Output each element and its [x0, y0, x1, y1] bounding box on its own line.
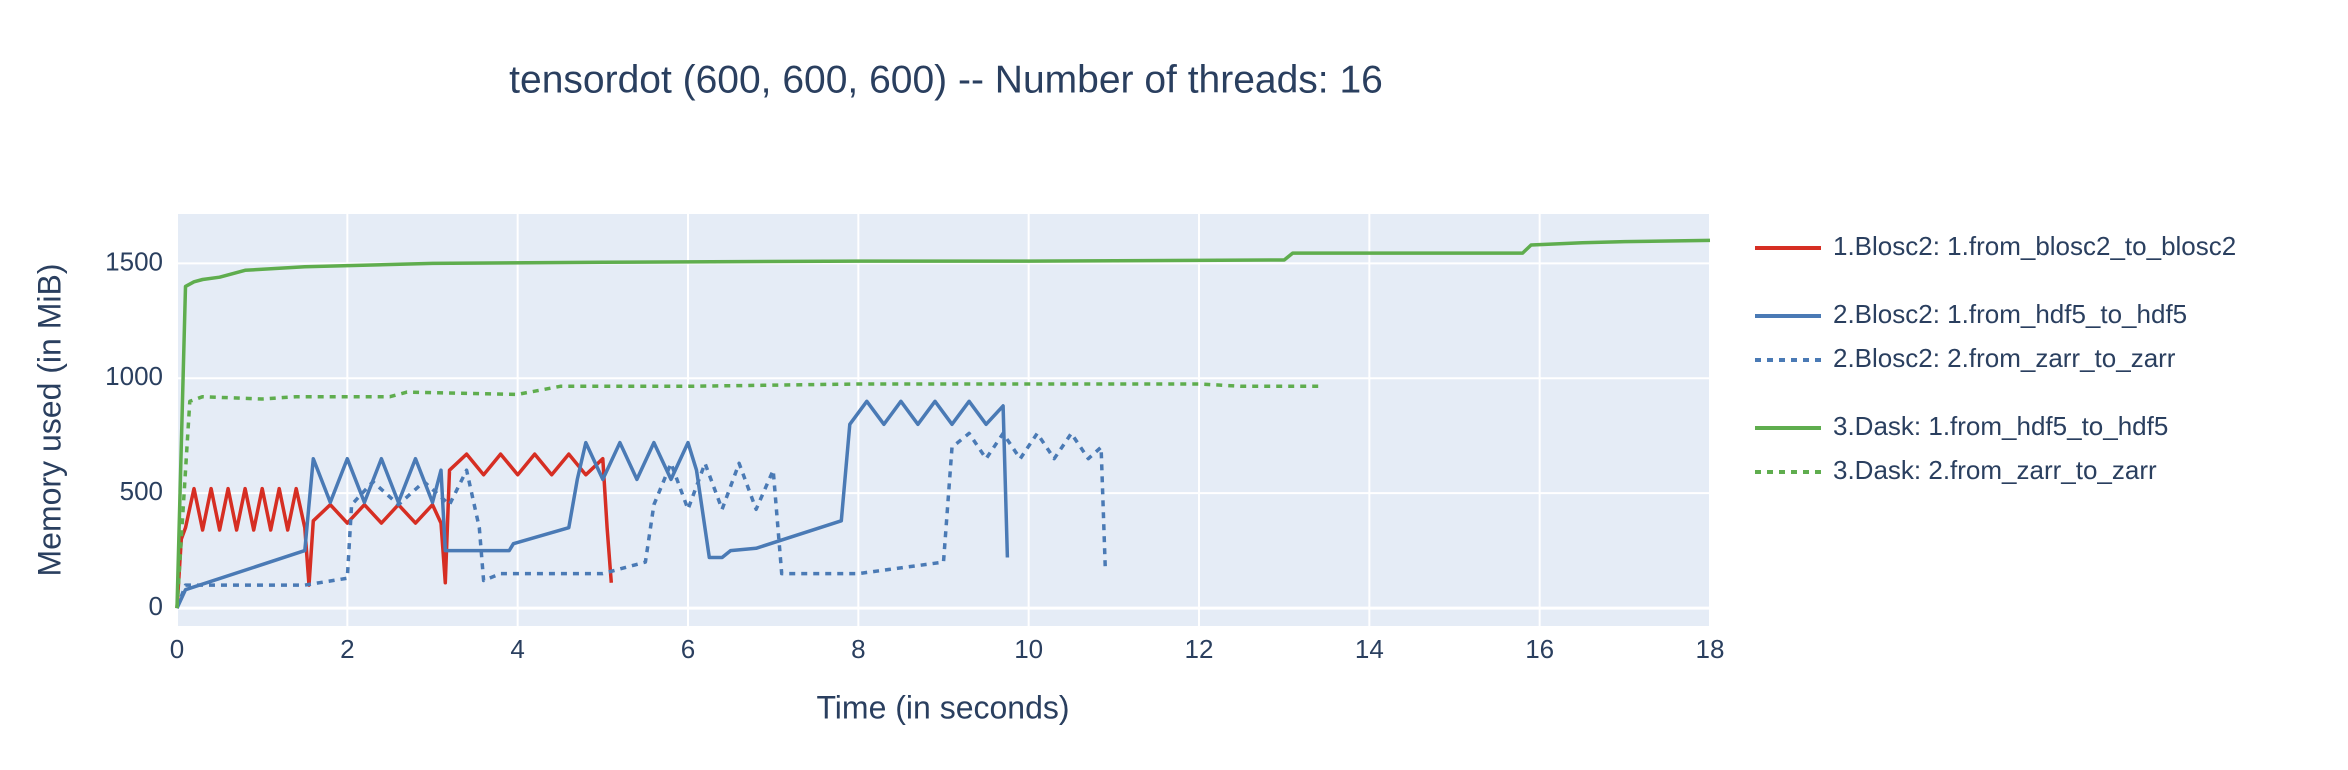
x-tick-label: 4	[510, 634, 524, 664]
x-tick-label: 12	[1185, 634, 1214, 664]
legend-label: 2.Blosc2: 1.from_hdf5_to_hdf5	[1833, 299, 2187, 329]
x-tick-label: 10	[1014, 634, 1043, 664]
legend-label: 3.Dask: 2.from_zarr_to_zarr	[1833, 455, 2157, 485]
series-line	[175, 431, 1108, 609]
x-axis-title: Time (in seconds)	[816, 689, 1069, 725]
legend-label: 3.Dask: 1.from_hdf5_to_hdf5	[1833, 411, 2168, 441]
x-tick-label: 2	[340, 634, 354, 664]
y-tick-label: 500	[120, 476, 163, 506]
y-tick-label: 1500	[105, 246, 163, 276]
x-tick-label: 8	[851, 634, 865, 664]
y-tick-label: 0	[149, 591, 163, 621]
plot-area	[177, 214, 1710, 626]
legend-label: 1.Blosc2: 1.from_blosc2_to_blosc2	[1833, 231, 2236, 261]
series-line	[175, 238, 1711, 609]
x-tick-label: 0	[170, 634, 184, 664]
x-tick-label: 6	[681, 634, 695, 664]
x-tick-label: 18	[1696, 634, 1725, 664]
y-tick-label: 1000	[105, 361, 163, 391]
series-line	[175, 452, 614, 609]
x-tick-label: 14	[1355, 634, 1384, 664]
x-tick-label: 16	[1525, 634, 1554, 664]
chart-title: tensordot (600, 600, 600) -- Number of t…	[509, 58, 1383, 101]
y-axis-title: Memory used (in MiB)	[31, 264, 67, 577]
series-line	[175, 399, 1010, 609]
series-line	[175, 382, 1319, 609]
legend-label: 2.Blosc2: 2.from_zarr_to_zarr	[1833, 343, 2176, 373]
